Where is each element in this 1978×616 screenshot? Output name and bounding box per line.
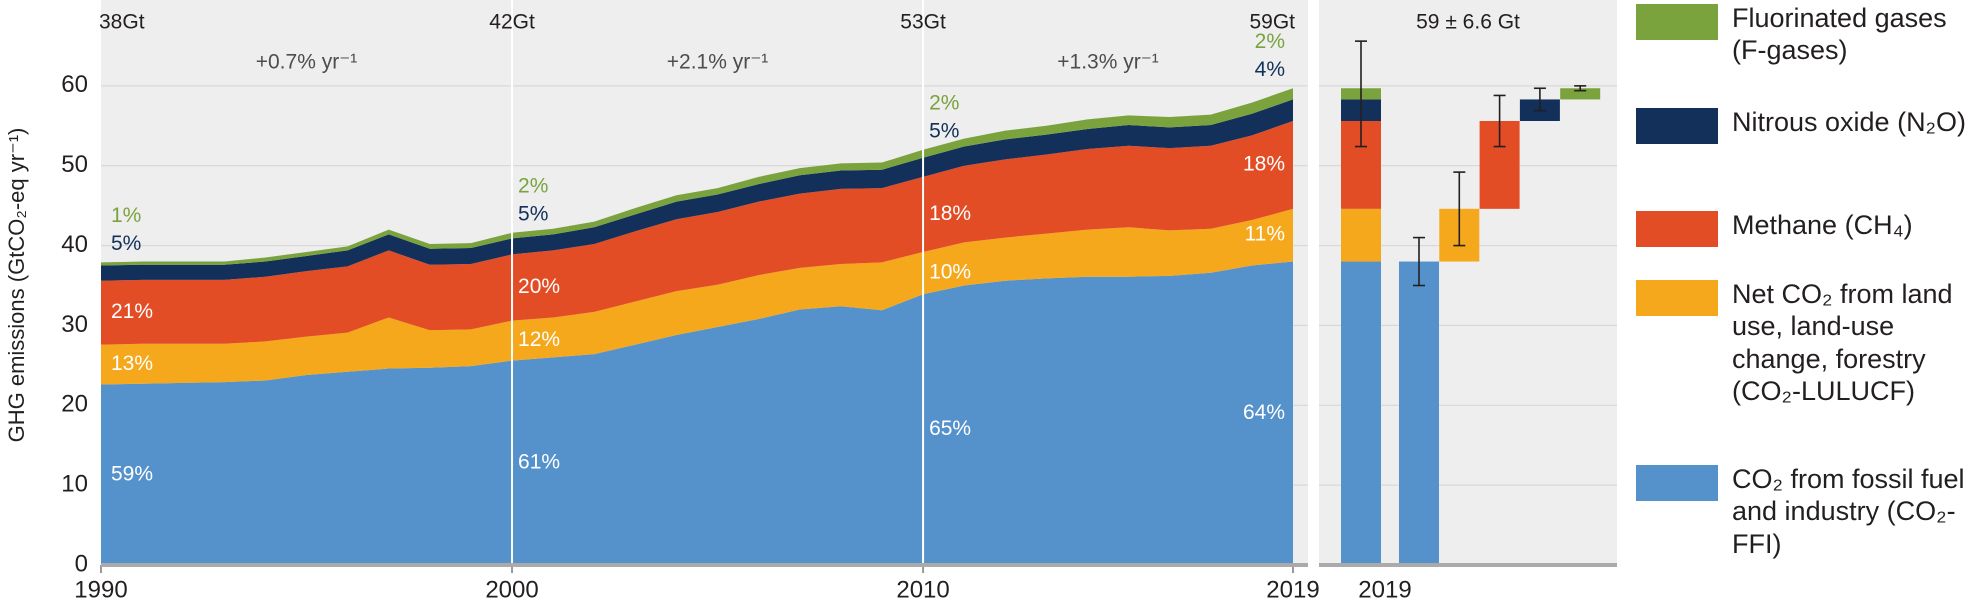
share-label: 65% bbox=[929, 417, 971, 440]
y-tick-label: 50 bbox=[61, 151, 88, 178]
legend-item: Methane (CH₄) bbox=[1636, 209, 1968, 247]
total-label: 38Gt bbox=[99, 11, 145, 34]
share-label: 5% bbox=[111, 232, 141, 255]
x-tick-label: 1990 bbox=[74, 576, 127, 603]
share-label: 64% bbox=[1243, 401, 1285, 424]
share-label: 12% bbox=[518, 328, 560, 351]
share-label: 18% bbox=[1243, 152, 1285, 175]
share-label: 13% bbox=[111, 352, 153, 375]
share-label: 20% bbox=[518, 275, 560, 298]
legend-item: Nitrous oxide (N₂O) bbox=[1636, 106, 1968, 144]
waterfall-bar bbox=[1560, 88, 1601, 100]
y-tick-label: 20 bbox=[61, 391, 88, 418]
y-tick-label: 60 bbox=[61, 71, 88, 98]
stacked-bar-segment bbox=[1341, 261, 1381, 565]
y-tick-label: 30 bbox=[61, 311, 88, 338]
legend-swatch bbox=[1636, 465, 1718, 501]
legend-item: CO₂ from fossil fuel and industry (CO₂-F… bbox=[1636, 463, 1968, 560]
error-bar bbox=[1493, 94, 1506, 148]
y-tick-label: 10 bbox=[61, 470, 88, 497]
area bbox=[101, 261, 1293, 565]
y-axis-title: GHG emissions (GtCO₂-eq yr⁻¹) bbox=[4, 128, 29, 443]
share-label: 11% bbox=[1245, 223, 1285, 246]
share-label: 18% bbox=[929, 202, 971, 225]
total-label: 42Gt bbox=[489, 11, 535, 34]
growth-rate: +2.1% yr⁻¹ bbox=[667, 51, 769, 74]
legend-label: Nitrous oxide (N₂O) bbox=[1732, 107, 1967, 137]
error-bar bbox=[1574, 85, 1587, 92]
legend-item: Fluorinated gases (F-gases) bbox=[1636, 2, 1968, 67]
panel-category: 2019 bbox=[1358, 576, 1411, 603]
legend-swatch bbox=[1636, 211, 1718, 247]
share-label: 61% bbox=[518, 450, 560, 473]
error-bar bbox=[1533, 87, 1546, 112]
x-tick-label: 2010 bbox=[896, 576, 949, 603]
legend-label: Methane (CH₄) bbox=[1732, 210, 1913, 240]
area bbox=[101, 208, 1293, 385]
legend-swatch bbox=[1636, 280, 1718, 316]
share-label: 21% bbox=[111, 300, 153, 323]
total-label: 53Gt bbox=[900, 11, 946, 34]
legend-label: CO₂ from fossil fuel and industry (CO₂-F… bbox=[1732, 464, 1965, 559]
y-tick-label: 40 bbox=[61, 231, 88, 258]
waterfall-bar bbox=[1399, 261, 1439, 565]
share-label: 2% bbox=[929, 91, 959, 114]
error-bar bbox=[1355, 40, 1367, 148]
error-bar bbox=[1453, 171, 1466, 247]
total-label: 59Gt bbox=[1249, 11, 1295, 34]
panel-title: 59 ± 6.6 Gt bbox=[1416, 11, 1520, 34]
area bbox=[101, 120, 1293, 345]
share-label: 5% bbox=[518, 202, 548, 225]
y-tick-label: 0 bbox=[75, 550, 88, 577]
legend-swatch bbox=[1636, 108, 1718, 144]
share-label: 59% bbox=[111, 462, 153, 485]
legend-label: Net CO₂ from land use, land-use change, … bbox=[1732, 279, 1953, 407]
area bbox=[101, 99, 1293, 281]
share-label: 2% bbox=[518, 174, 548, 197]
legend-item: Net CO₂ from land use, land-use change, … bbox=[1636, 278, 1968, 408]
share-label: 4% bbox=[1255, 58, 1285, 81]
share-label: 5% bbox=[929, 119, 959, 142]
stacked-bar-segment bbox=[1341, 208, 1381, 262]
share-label: 2% bbox=[1255, 30, 1285, 53]
x-tick-label: 2019 bbox=[1266, 576, 1319, 603]
growth-rate: +0.7% yr⁻¹ bbox=[256, 51, 358, 74]
legend-swatch bbox=[1636, 4, 1718, 40]
error-bar bbox=[1413, 236, 1425, 287]
growth-rate: +1.3% yr⁻¹ bbox=[1057, 51, 1159, 74]
x-tick-label: 2000 bbox=[485, 576, 538, 603]
legend-label: Fluorinated gases (F-gases) bbox=[1732, 3, 1947, 66]
share-label: 10% bbox=[929, 261, 971, 284]
share-label: 1% bbox=[111, 204, 141, 227]
